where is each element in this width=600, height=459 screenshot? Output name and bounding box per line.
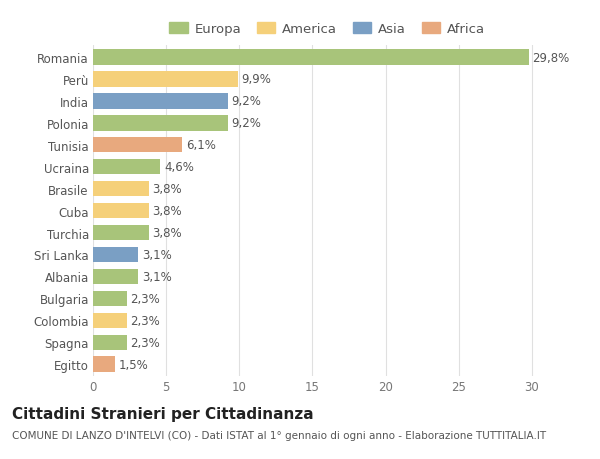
Bar bbox=[93, 50, 529, 66]
Bar bbox=[93, 203, 149, 219]
Bar bbox=[93, 291, 127, 306]
Bar bbox=[93, 94, 227, 109]
Text: 3,1%: 3,1% bbox=[142, 248, 172, 261]
Text: 1,5%: 1,5% bbox=[119, 358, 148, 371]
Bar bbox=[93, 182, 149, 197]
Bar bbox=[93, 72, 238, 88]
Text: 4,6%: 4,6% bbox=[164, 161, 194, 174]
Bar bbox=[93, 247, 139, 263]
Bar bbox=[93, 313, 127, 328]
Legend: Europa, America, Asia, Africa: Europa, America, Asia, Africa bbox=[169, 22, 485, 36]
Text: 2,3%: 2,3% bbox=[130, 336, 160, 349]
Text: 3,8%: 3,8% bbox=[152, 227, 182, 240]
Text: 9,9%: 9,9% bbox=[241, 73, 271, 86]
Text: 29,8%: 29,8% bbox=[532, 51, 570, 64]
Bar bbox=[93, 116, 227, 131]
Text: COMUNE DI LANZO D'INTELVI (CO) - Dati ISTAT al 1° gennaio di ogni anno - Elabora: COMUNE DI LANZO D'INTELVI (CO) - Dati IS… bbox=[12, 431, 546, 441]
Text: Cittadini Stranieri per Cittadinanza: Cittadini Stranieri per Cittadinanza bbox=[12, 406, 314, 421]
Text: 9,2%: 9,2% bbox=[231, 95, 261, 108]
Text: 9,2%: 9,2% bbox=[231, 117, 261, 130]
Text: 3,1%: 3,1% bbox=[142, 270, 172, 283]
Bar bbox=[93, 357, 115, 372]
Bar bbox=[93, 225, 149, 241]
Bar bbox=[93, 335, 127, 350]
Bar bbox=[93, 269, 139, 285]
Text: 2,3%: 2,3% bbox=[130, 292, 160, 305]
Text: 3,8%: 3,8% bbox=[152, 205, 182, 218]
Text: 6,1%: 6,1% bbox=[186, 139, 216, 152]
Text: 3,8%: 3,8% bbox=[152, 183, 182, 196]
Text: 2,3%: 2,3% bbox=[130, 314, 160, 327]
Bar bbox=[93, 160, 160, 175]
Bar bbox=[93, 138, 182, 153]
